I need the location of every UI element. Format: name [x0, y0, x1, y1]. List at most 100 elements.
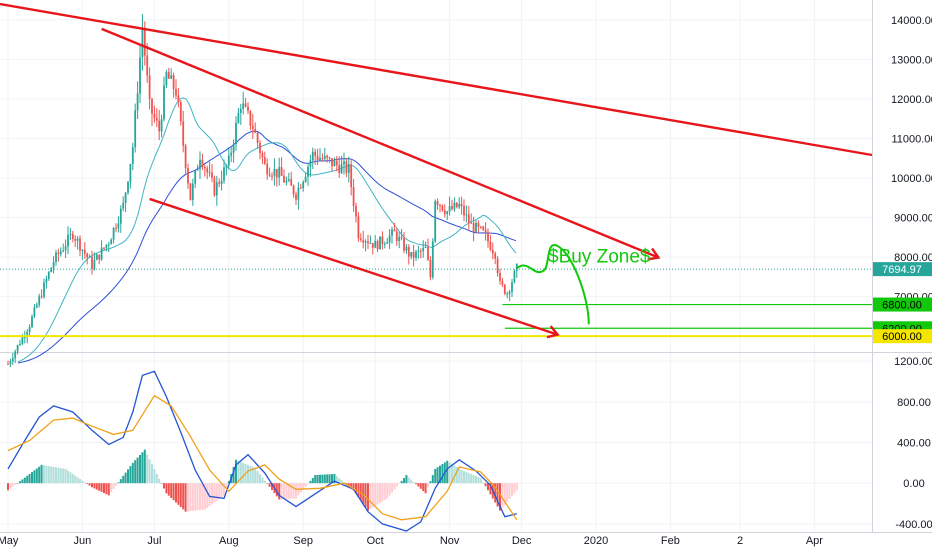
candlestick[interactable] — [127, 181, 129, 195]
candlestick[interactable] — [374, 235, 377, 248]
candlestick[interactable] — [194, 169, 197, 189]
candlestick[interactable] — [271, 172, 273, 181]
candlestick[interactable] — [278, 157, 281, 186]
candlestick[interactable] — [395, 228, 398, 246]
candlestick[interactable] — [199, 151, 201, 179]
candlestick[interactable] — [280, 157, 283, 177]
candlestick[interactable] — [184, 143, 187, 174]
candlestick[interactable] — [16, 344, 19, 355]
candlestick[interactable] — [391, 226, 393, 244]
candlestick[interactable] — [383, 241, 386, 249]
candlestick[interactable] — [352, 178, 355, 212]
candlestick[interactable] — [179, 99, 182, 126]
candlestick[interactable] — [266, 158, 269, 180]
candlestick[interactable] — [35, 302, 38, 309]
candlestick[interactable] — [465, 205, 468, 223]
price-pane[interactable] — [7, 13, 518, 367]
candlestick[interactable] — [268, 167, 271, 177]
candlestick[interactable] — [45, 275, 48, 289]
candlestick[interactable] — [38, 293, 41, 308]
candlestick[interactable] — [203, 164, 206, 177]
candlestick[interactable] — [182, 110, 185, 153]
candlestick[interactable] — [295, 191, 297, 205]
candlestick[interactable] — [74, 235, 77, 247]
candlestick[interactable] — [311, 147, 314, 170]
candlestick[interactable] — [328, 156, 331, 163]
candlestick[interactable] — [357, 212, 360, 242]
candlestick[interactable] — [482, 225, 485, 231]
candlestick[interactable] — [206, 165, 209, 180]
candlestick[interactable] — [237, 108, 240, 124]
candlestick[interactable] — [499, 268, 501, 285]
candlestick[interactable] — [319, 148, 321, 162]
candlestick[interactable] — [343, 152, 345, 175]
candlestick[interactable] — [225, 164, 228, 176]
candlestick[interactable] — [249, 110, 252, 131]
candlestick[interactable] — [386, 238, 389, 245]
candlestick[interactable] — [215, 175, 218, 206]
candlestick[interactable] — [347, 156, 350, 183]
candlestick[interactable] — [369, 235, 372, 245]
candlestick[interactable] — [501, 277, 504, 288]
candlestick[interactable] — [107, 241, 110, 253]
candlestick[interactable] — [40, 289, 43, 299]
candlestick[interactable] — [69, 227, 72, 240]
candlestick[interactable] — [33, 303, 36, 319]
candlestick[interactable] — [31, 314, 33, 329]
candlestick[interactable] — [88, 254, 91, 258]
candlestick[interactable] — [251, 113, 254, 139]
candlestick[interactable] — [338, 156, 341, 178]
candlestick[interactable] — [484, 222, 487, 241]
candlestick[interactable] — [136, 81, 139, 120]
candlestick[interactable] — [472, 216, 475, 242]
candlestick[interactable] — [455, 202, 458, 209]
candlestick[interactable] — [129, 163, 132, 189]
projected-path-curve[interactable] — [516, 243, 590, 325]
macd-pane[interactable] — [7, 370, 518, 532]
candlestick[interactable] — [314, 148, 317, 165]
candlestick[interactable] — [235, 116, 237, 151]
candlestick[interactable] — [367, 234, 369, 249]
candlestick[interactable] — [175, 79, 177, 100]
candlestick[interactable] — [86, 252, 89, 265]
candlestick[interactable] — [513, 269, 516, 284]
candlestick[interactable] — [412, 244, 415, 267]
candlestick[interactable] — [508, 289, 511, 302]
candlestick[interactable] — [448, 196, 451, 216]
candlestick[interactable] — [379, 236, 381, 250]
candlestick[interactable] — [187, 163, 189, 189]
candlestick[interactable] — [398, 231, 401, 249]
candlestick[interactable] — [297, 182, 300, 210]
candlestick[interactable] — [491, 242, 494, 260]
candlestick[interactable] — [407, 244, 410, 265]
candlestick[interactable] — [131, 142, 134, 171]
candlestick[interactable] — [331, 158, 333, 172]
candlestick[interactable] — [117, 216, 120, 233]
candlestick[interactable] — [105, 244, 108, 252]
candlestick[interactable] — [122, 196, 125, 212]
candlestick[interactable] — [208, 161, 211, 177]
candlestick[interactable] — [376, 239, 379, 252]
candlestick[interactable] — [160, 114, 163, 138]
candlestick[interactable] — [239, 103, 242, 125]
candlestick[interactable] — [165, 69, 168, 89]
candlestick[interactable] — [283, 169, 285, 183]
candlestick[interactable] — [158, 109, 161, 141]
candlestick[interactable] — [273, 158, 276, 186]
candlestick[interactable] — [316, 148, 319, 165]
candlestick[interactable] — [451, 199, 453, 211]
candlestick[interactable] — [9, 358, 12, 367]
candlestick[interactable] — [124, 191, 127, 213]
candlestick[interactable] — [100, 240, 103, 261]
long-term-resistance-line[interactable] — [0, 2, 873, 157]
candlestick[interactable] — [503, 283, 506, 296]
candlestick[interactable] — [419, 248, 422, 259]
candlestick[interactable] — [323, 147, 326, 161]
candlestick[interactable] — [415, 249, 417, 261]
candlestick[interactable] — [489, 234, 492, 252]
candlestick[interactable] — [410, 252, 413, 260]
candlestick[interactable] — [148, 67, 151, 110]
candlestick[interactable] — [261, 150, 264, 164]
candlestick[interactable] — [477, 220, 480, 234]
candlestick[interactable] — [506, 291, 509, 299]
